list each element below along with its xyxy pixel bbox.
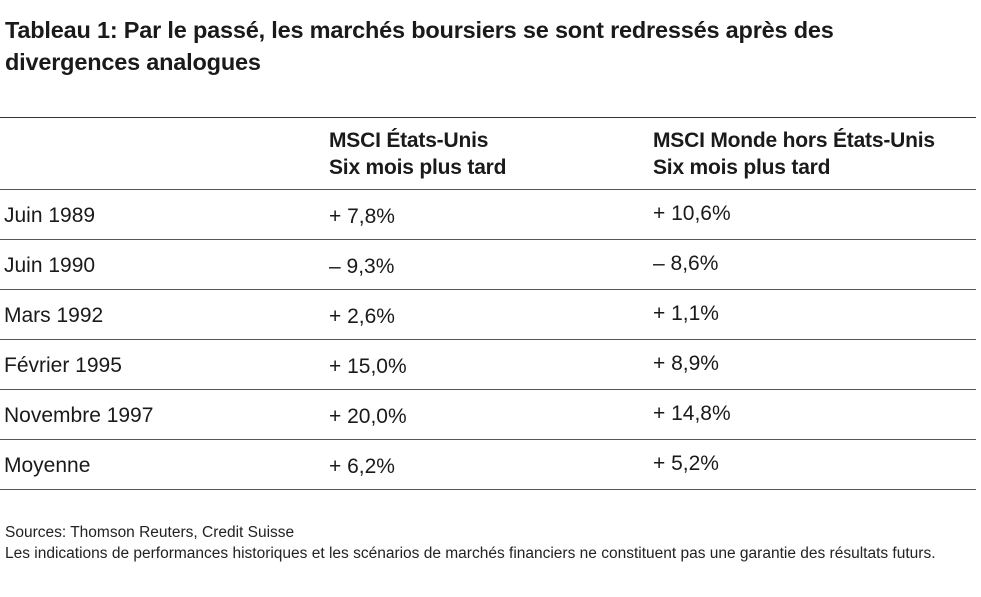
column-header-msci-us: MSCI États-Unis Six mois plus tard	[329, 127, 506, 181]
cell-msci-world: – 8,6%	[653, 252, 719, 275]
performance-table: MSCI États-Unis Six mois plus tard MSCI …	[0, 117, 976, 490]
cell-msci-us: + 6,2%	[329, 455, 395, 478]
cell-msci-us: + 2,6%	[329, 305, 395, 328]
table-row: Mars 1992 + 2,6% + 1,1%	[0, 290, 976, 340]
cell-msci-world: + 5,2%	[653, 452, 719, 475]
cell-msci-us: – 9,3%	[329, 255, 395, 278]
column-header-msci-us-line2: Six mois plus tard	[329, 156, 507, 179]
column-header-msci-world-line1: MSCI Monde hors États-Unis	[653, 129, 935, 152]
sources-note: Sources: Thomson Reuters, Credit Suisse	[5, 524, 295, 541]
row-label: Juin 1990	[4, 254, 96, 277]
cell-msci-world: + 14,8%	[653, 402, 731, 425]
column-header-msci-world-line2: Six mois plus tard	[653, 156, 831, 179]
table-row: Novembre 1997 + 20,0% + 14,8%	[0, 390, 976, 440]
cell-msci-us: + 20,0%	[329, 405, 407, 428]
cell-msci-us: + 15,0%	[329, 355, 407, 378]
table-header-row: MSCI États-Unis Six mois plus tard MSCI …	[0, 118, 976, 190]
row-label: Juin 1989	[4, 204, 96, 227]
column-header-msci-world: MSCI Monde hors États-Unis Six mois plus…	[653, 127, 935, 181]
disclaimer-note: Les indications de performances historiq…	[5, 545, 936, 562]
table-row: Juin 1989 + 7,8% + 10,6%	[0, 190, 976, 240]
table-footer: Sources: Thomson Reuters, Credit Suisse …	[5, 522, 965, 564]
row-label: Moyenne	[4, 454, 91, 477]
cell-msci-world: + 1,1%	[653, 302, 719, 325]
row-label: Novembre 1997	[4, 404, 154, 427]
cell-msci-world: + 10,6%	[653, 202, 731, 225]
cell-msci-world: + 8,9%	[653, 352, 719, 375]
table-row: Juin 1990 – 9,3% – 8,6%	[0, 240, 976, 290]
row-label: Mars 1992	[4, 304, 104, 327]
row-label: Février 1995	[4, 354, 122, 377]
table-title: Tableau 1: Par le passé, les marchés bou…	[5, 17, 834, 75]
column-header-msci-us-line1: MSCI États-Unis	[329, 129, 489, 152]
cell-msci-us: + 7,8%	[329, 205, 395, 228]
table-row: Moyenne + 6,2% + 5,2%	[0, 440, 976, 490]
table-row: Février 1995 + 15,0% + 8,9%	[0, 340, 976, 390]
